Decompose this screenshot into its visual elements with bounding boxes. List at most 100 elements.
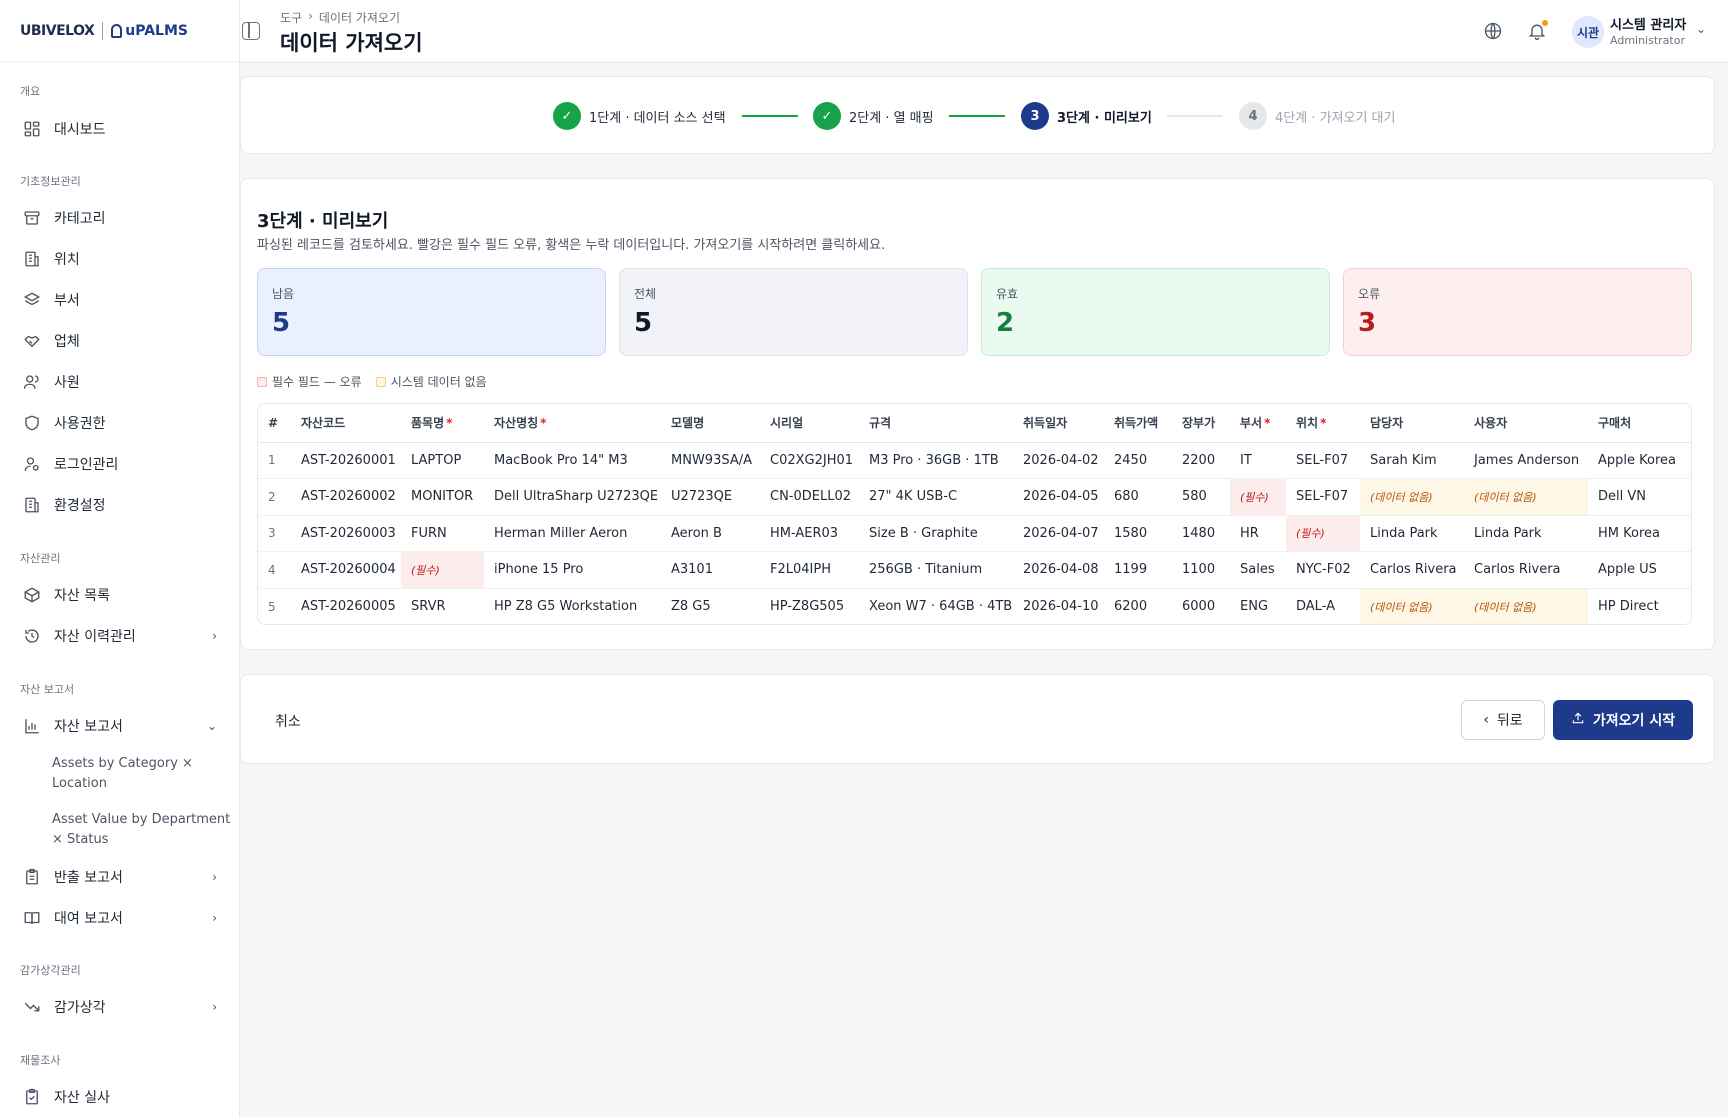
globe-icon[interactable] [1483, 21, 1503, 41]
column-header-label: 품목명 [411, 416, 445, 431]
clipboard-icon [22, 867, 42, 887]
sidebar-item-dashboard[interactable]: 대시보드 [0, 111, 239, 147]
table-cell: AST-20260001 [291, 442, 401, 479]
trending-down-icon [22, 997, 42, 1017]
sidebar-item-label: 사용권한 [54, 416, 106, 432]
table-cell: Herman Miller Aeron [484, 515, 661, 552]
sidebar-item-rental-report[interactable]: 대여 보고서 › [0, 900, 239, 936]
column-header-label: 장부가 [1182, 416, 1216, 431]
chevron-left-icon: ‹ [1483, 712, 1489, 728]
stat-label: 유효 [996, 287, 1019, 301]
table-cell: Carlos Rivera [1360, 551, 1464, 589]
chevron-down-icon[interactable]: ⌄ [1696, 22, 1707, 36]
table-cell: FURN [401, 515, 484, 552]
row-index: 5 [268, 599, 276, 614]
sidebar-item-depreciation[interactable]: 감가상각 › [0, 989, 239, 1025]
stat-label: 남음 [272, 287, 295, 301]
brand-ubivelox: UBIVELOX [20, 22, 95, 39]
table-cell: Dell UltraSharp U2723QE [484, 478, 661, 516]
sidebar-item-asset-report[interactable]: 자산 보고서 ⌄ [0, 708, 239, 744]
bell-icon[interactable] [1527, 21, 1547, 41]
cell-missing-data: (데이터 없음) [1360, 478, 1464, 516]
table-cell: SRVR [411, 599, 446, 614]
stat-total: 전체 5 [619, 268, 968, 356]
start-import-button[interactable]: 가져오기 시작 [1553, 700, 1693, 740]
sidebar-toggle-icon[interactable] [242, 22, 260, 40]
table-cell: SEL-F07 [1286, 478, 1360, 516]
column-header-label: 자산코드 [301, 416, 346, 431]
table-cell: HR [1230, 515, 1286, 552]
sidebar-item-label: 자산 목록 [54, 588, 110, 604]
user-name[interactable]: 시스템 관리자 [1610, 18, 1687, 33]
sidebar-item-checkout-report[interactable]: 반출 보고서 › [0, 859, 239, 895]
legend-missing-label: 시스템 데이터 없음 [390, 375, 487, 389]
sidebar-item-category[interactable]: 카테고리 [0, 200, 239, 236]
brand-upalms: uPALMS [111, 23, 188, 39]
sidebar-item-asset-audit[interactable]: 자산 실사 [0, 1079, 239, 1115]
step-3: 3 3단계 · 미리보기 [1021, 102, 1152, 130]
sidebar-item-location[interactable]: 위치 [0, 241, 239, 277]
table-row[interactable]: 1 AST-20260001 LAPTOP MacBook Pro 14" M3 MNW… [258, 442, 1691, 479]
archive-icon [22, 208, 42, 228]
column-header: 장부가 [1172, 404, 1230, 443]
table-cell: HP Z8 G5 Workstation [494, 599, 638, 614]
table-row[interactable]: 5 AST-20260005 SRVR HP Z8 G5 Workstation Z8 … [258, 588, 1691, 624]
shield-icon [22, 413, 42, 433]
sidebar-item-label: 감가상각 [54, 1000, 106, 1016]
table-cell: 6200 [1114, 599, 1148, 614]
table-cell: A3101 [661, 551, 760, 589]
column-header: # [258, 404, 291, 443]
notification-badge [1542, 20, 1548, 26]
layers-icon [22, 290, 42, 310]
row-index: 4 [258, 551, 291, 589]
sidebar-subitem-value-department[interactable]: Asset Value by Department × Status [52, 812, 231, 847]
sidebar-item-label: 로그인관리 [54, 457, 119, 473]
column-header: 부서 * [1230, 404, 1286, 443]
upalms-logo-icon [111, 23, 123, 38]
chevron-right-icon: › [212, 911, 217, 925]
brand-logo[interactable]: UBIVELOX uPALMS [0, 0, 239, 62]
step-1: ✓ 1단계 · 데이터 소스 선택 [553, 102, 726, 130]
table-row[interactable]: 2 AST-20260002 MONITOR Dell UltraSharp U272… [258, 478, 1691, 516]
sidebar-item-department[interactable]: 부서 [0, 282, 239, 318]
chevron-down-icon: ⌄ [206, 719, 217, 733]
chevron-right-icon: › [212, 629, 217, 643]
table-cell: IT [1230, 442, 1286, 479]
table-cell: M3 Pro · 36GB · 1TB [859, 442, 1013, 479]
cancel-button[interactable]: 취소 [275, 714, 301, 730]
table-cell: NYC-F02 [1286, 551, 1360, 589]
column-header-label: 모델명 [671, 416, 705, 431]
sidebar-item-asset-history[interactable]: 자산 이력관리 › [0, 618, 239, 654]
back-button-label: 뒤로 [1496, 713, 1523, 729]
sidebar-item-settings[interactable]: 환경설정 [0, 487, 239, 523]
page-title: 데이터 가져오기 [280, 31, 423, 55]
table-cell: 2200 [1172, 442, 1230, 479]
table-cell: Dell VN [1588, 478, 1691, 516]
step-label: 3단계 · 미리보기 [1057, 110, 1152, 126]
column-header: 담당자 [1360, 404, 1464, 443]
avatar[interactable]: 시관 [1572, 16, 1604, 48]
cell-required-error: (필수) [1286, 515, 1360, 552]
back-button[interactable]: ‹ 뒤로 [1461, 700, 1545, 740]
sidebar-item-label: 반출 보고서 [54, 870, 123, 886]
column-header: 위치 * [1286, 404, 1360, 443]
breadcrumb-tools[interactable]: 도구 [280, 11, 303, 25]
table-row[interactable]: 4 AST-20260004 (필수) iPhone 15 Pro A3101 F2L04… [258, 551, 1691, 589]
sidebar-item-employee[interactable]: 사원 [0, 364, 239, 400]
sidebar-item-login-management[interactable]: 로그인관리 [0, 446, 239, 482]
clipboard-check-icon [22, 1087, 42, 1107]
table-row[interactable]: 3 AST-20260003 FURN Herman Miller Aeron Aero… [258, 515, 1691, 552]
table-cell: 1480 [1172, 515, 1230, 552]
breadcrumb-current: 데이터 가져오기 [318, 11, 401, 25]
brand-upalms-text: uPALMS [125, 22, 188, 39]
nav-section-overview: 개요 [20, 85, 41, 98]
sidebar-item-asset-list[interactable]: 자산 목록 [0, 577, 239, 613]
table-cell: HM Korea [1588, 515, 1691, 552]
sidebar-subitem-category-location[interactable]: Assets by Category × Location [52, 756, 193, 791]
stat-remaining: 남음 5 [257, 268, 606, 356]
table-body: 1 AST-20260001 LAPTOP MacBook Pro 14" M3 MNW… [258, 442, 1691, 624]
history-icon [22, 626, 42, 646]
sidebar-item-vendor[interactable]: 업체 [0, 323, 239, 359]
sidebar-item-permissions[interactable]: 사용권한 [0, 405, 239, 441]
legend-error-label: 필수 필드 — 오류 [272, 375, 362, 389]
